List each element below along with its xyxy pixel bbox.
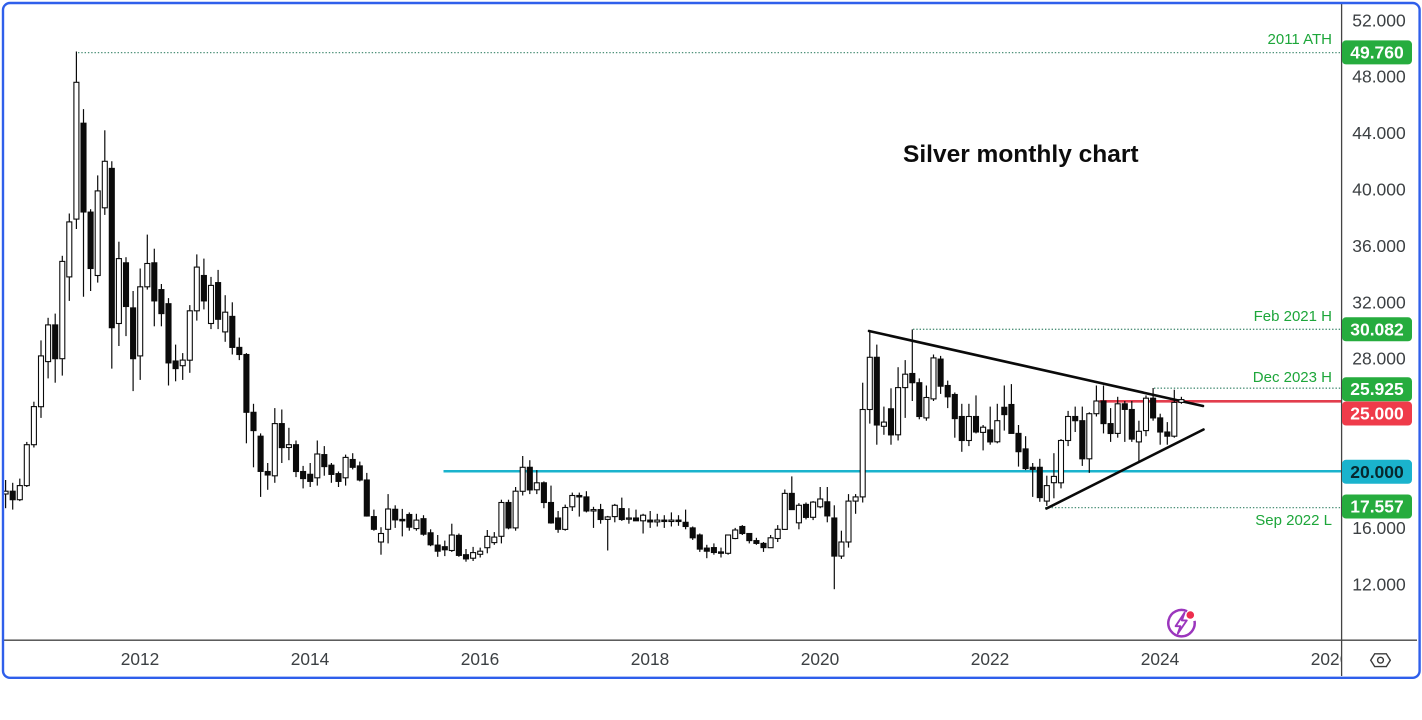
svg-text:52.000: 52.000: [1352, 10, 1406, 30]
svg-text:25.925: 25.925: [1350, 379, 1404, 399]
svg-text:12.000: 12.000: [1352, 574, 1406, 594]
svg-text:17.557: 17.557: [1350, 497, 1404, 517]
svg-text:2026: 2026: [1311, 649, 1349, 669]
svg-text:40.000: 40.000: [1352, 180, 1406, 200]
svg-text:Dec 2023 H: Dec 2023 H: [1253, 369, 1332, 386]
svg-text:2012: 2012: [121, 649, 159, 669]
svg-text:25.000: 25.000: [1350, 404, 1404, 424]
svg-text:48.000: 48.000: [1352, 67, 1406, 87]
svg-text:Silver monthly chart: Silver monthly chart: [903, 141, 1139, 168]
svg-text:36.000: 36.000: [1352, 236, 1406, 256]
svg-text:Sep 2022 L: Sep 2022 L: [1255, 512, 1332, 529]
svg-text:2024: 2024: [1141, 649, 1180, 669]
svg-text:2020: 2020: [801, 649, 839, 669]
svg-text:2022: 2022: [971, 649, 1009, 669]
svg-text:2011 ATH: 2011 ATH: [1268, 31, 1332, 48]
svg-text:28.000: 28.000: [1352, 349, 1406, 369]
svg-text:2018: 2018: [631, 649, 669, 669]
svg-text:44.000: 44.000: [1352, 123, 1406, 143]
svg-text:2014: 2014: [291, 649, 330, 669]
svg-text:32.000: 32.000: [1352, 292, 1406, 312]
svg-text:2016: 2016: [461, 649, 499, 669]
svg-text:Feb 2021 H: Feb 2021 H: [1254, 308, 1332, 325]
svg-text:30.082: 30.082: [1350, 319, 1404, 339]
svg-text:16.000: 16.000: [1352, 518, 1406, 538]
svg-text:49.760: 49.760: [1350, 42, 1404, 62]
svg-text:20.000: 20.000: [1350, 462, 1404, 482]
